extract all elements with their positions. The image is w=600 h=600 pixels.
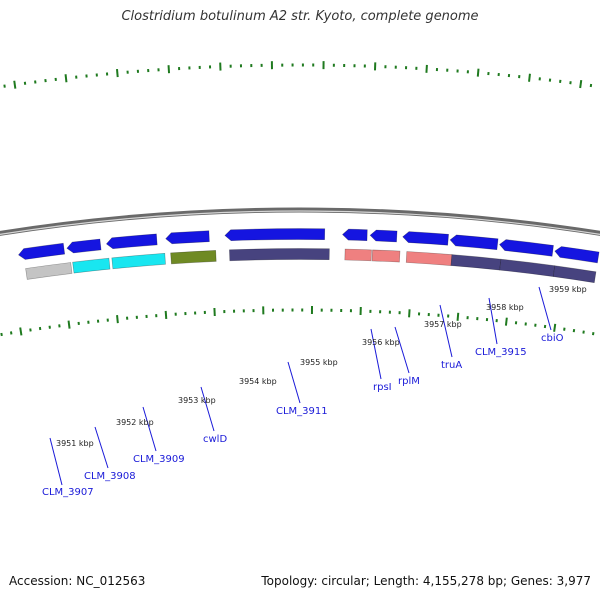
inner-tick [116, 315, 119, 324]
cds-gene [111, 252, 166, 270]
forward-gene [369, 229, 398, 243]
forward-gene [165, 230, 210, 245]
inner-tick [67, 320, 71, 329]
gene-label: cwlD [203, 434, 227, 445]
inner-tick [164, 310, 168, 319]
kbp-label: 3958 kbp [486, 303, 524, 312]
kbp-label: 3951 kbp [56, 439, 94, 448]
cds-track [25, 248, 597, 284]
leader-line [439, 304, 453, 358]
forward-gene [554, 246, 600, 264]
kbp-scale-labels: 3951 kbp 3952 kbp 3953 kbp 3954 kbp 3955 kbp… [56, 285, 587, 448]
cds-gene [552, 265, 597, 284]
kbp-label: 3956 kbp [362, 338, 400, 347]
cds-gene [371, 249, 401, 263]
forward-gene [499, 239, 554, 257]
outer-tick [13, 80, 17, 89]
forward-gene [402, 231, 449, 246]
cds-gene [25, 262, 73, 280]
gene-labels: CLM_3907 CLM_3908 CLM_3909 cwlD CLM_3911 rpsI… [42, 333, 564, 498]
forward-gene [66, 238, 102, 254]
inner-tick [19, 327, 23, 336]
gene-label: CLM_3907 [42, 487, 94, 498]
leader-line [538, 286, 552, 331]
inner-tick [504, 317, 508, 326]
leader-line [142, 406, 157, 452]
kbp-label: 3952 kbp [116, 418, 154, 427]
gene-label: CLM_3908 [84, 471, 136, 482]
leader-line [287, 361, 301, 404]
outer-tick [528, 73, 531, 82]
forward-gene [18, 242, 66, 260]
gene-label: rpsI [373, 382, 392, 393]
outer-tick [476, 68, 480, 77]
forward-gene [449, 234, 499, 251]
cds-gene [344, 248, 372, 262]
backbone-line [0, 207, 600, 237]
leader-line [488, 297, 498, 345]
cds-gene [170, 250, 217, 265]
kbp-label: 3959 kbp [549, 285, 587, 294]
leader-line [370, 328, 382, 380]
forward-gene [342, 228, 368, 242]
forward-gene [105, 233, 158, 250]
outer-tick [579, 79, 583, 89]
leader-line [94, 426, 109, 469]
cds-gene [499, 258, 556, 277]
cds-gene [72, 257, 111, 274]
accession-text: Accession: NC_012563 [9, 574, 146, 588]
kbp-label: 3955 kbp [300, 358, 338, 367]
gene-label: CLM_3909 [133, 454, 185, 465]
gene-label: truA [441, 360, 462, 371]
genome-summary-text: Topology: circular; Length: 4,155,278 bp… [261, 574, 591, 588]
kbp-label: 3957 kbp [424, 320, 462, 329]
genome-backbone [0, 207, 600, 237]
inner-tick [553, 323, 557, 332]
outer-tick [64, 74, 68, 83]
label-leader-lines [49, 286, 552, 486]
backbone-highlight [0, 210, 600, 236]
map-title: Clostridium botulinum A2 str. Kyoto, com… [121, 9, 479, 24]
kbp-label: 3953 kbp [178, 396, 216, 405]
leader-line [200, 386, 215, 432]
cds-gene [405, 251, 453, 266]
gene-label: CLM_3915 [475, 347, 527, 358]
gene-label: cbiO [541, 333, 564, 344]
kbp-label: 3954 kbp [239, 377, 277, 386]
cds-gene [229, 248, 330, 262]
forward-strand-genes [18, 228, 600, 264]
leader-line [49, 437, 63, 486]
cds-gene [450, 254, 502, 271]
gene-label: rplM [398, 376, 420, 387]
leader-line [394, 326, 410, 374]
inner-tick-ring [0, 306, 595, 337]
outer-tick-ring [3, 61, 600, 89]
outer-tick [115, 68, 119, 78]
inner-tick [456, 312, 460, 321]
outer-tick [167, 65, 171, 74]
forward-gene [224, 228, 326, 242]
gene-label: CLM_3911 [276, 406, 328, 417]
